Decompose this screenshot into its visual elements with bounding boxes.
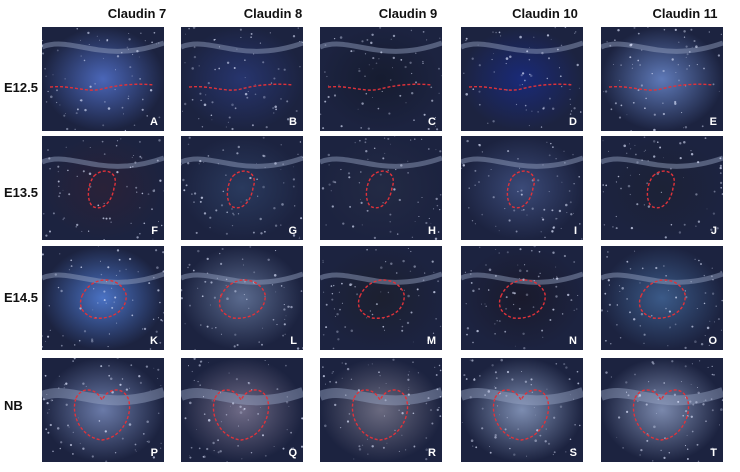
structure-outline [608,83,714,91]
panel-letter-g: G [288,225,297,237]
panel-letter-k: K [150,335,158,347]
row-label-e13-5: E13.5 [4,185,38,200]
micrograph-panel-s: S [461,358,583,462]
structure-outline [646,170,675,209]
micrograph-panel-t: T [601,358,723,462]
micrograph-panel-q: Q [181,358,303,462]
panel-letter-d: D [569,116,577,128]
panel-letter-r: R [428,447,436,459]
panel-letter-i: I [573,225,577,237]
structure-outline [638,279,686,319]
structure-outline [357,279,405,319]
panel-letter-o: O [708,335,717,347]
structure-outline [351,389,409,441]
panel-letter-p: P [150,447,158,459]
column-header-claudin-10: Claudin 10 [512,6,578,21]
panel-letter-t: T [710,447,717,459]
panel-letter-c: C [428,116,436,128]
panel-letter-j: J [710,225,717,237]
micrograph-panel-d: D [461,27,583,131]
structure-outline [327,83,433,91]
micrograph-panel-l: L [181,246,303,350]
structure-outline [226,170,255,209]
micrograph-panel-h: H [320,136,442,240]
micrograph-panel-o: O [601,246,723,350]
micrograph-panel-f: F [42,136,164,240]
column-header-claudin-11: Claudin 11 [652,6,718,21]
column-header-claudin-9: Claudin 9 [378,6,438,21]
panel-letter-h: H [428,225,436,237]
micrograph-panel-j: J [601,136,723,240]
micrograph-panel-i: I [461,136,583,240]
structure-outline [188,83,294,91]
structure-outline [506,170,535,209]
panel-letter-m: M [426,335,436,347]
structure-outline [468,83,574,91]
structure-outline [79,279,127,319]
structure-outline [632,389,690,441]
panel-letter-e: E [709,116,717,128]
column-header-claudin-7: Claudin 7 [107,6,167,21]
row-label-e14-5: E14.5 [4,290,38,305]
micrograph-panel-r: R [320,358,442,462]
structure-outline [218,279,266,319]
micrograph-panel-g: G [181,136,303,240]
structure-outline [73,389,131,441]
micrograph-panel-a: A [42,27,164,131]
row-label-nb: NB [4,398,23,413]
structure-outline [365,170,394,209]
structure-outline [212,389,270,441]
micrograph-panel-b: B [181,27,303,131]
micrograph-panel-c: C [320,27,442,131]
panel-letter-f: F [151,225,158,237]
panel-letter-q: Q [288,447,297,459]
panel-letter-s: S [569,447,577,459]
structure-outline [87,170,116,209]
structure-outline [498,279,546,319]
micrograph-panel-k: K [42,246,164,350]
column-header-claudin-8: Claudin 8 [243,6,303,21]
structure-outline [49,83,155,91]
micrograph-panel-n: N [461,246,583,350]
panel-letter-a: A [150,116,158,128]
structure-outline [492,389,550,441]
micrograph-panel-e: E [601,27,723,131]
micrograph-panel-p: P [42,358,164,462]
micrograph-panel-m: M [320,246,442,350]
row-label-e12-5: E12.5 [4,80,38,95]
panel-letter-n: N [569,335,577,347]
panel-letter-l: L [290,335,297,347]
panel-letter-b: B [289,116,297,128]
